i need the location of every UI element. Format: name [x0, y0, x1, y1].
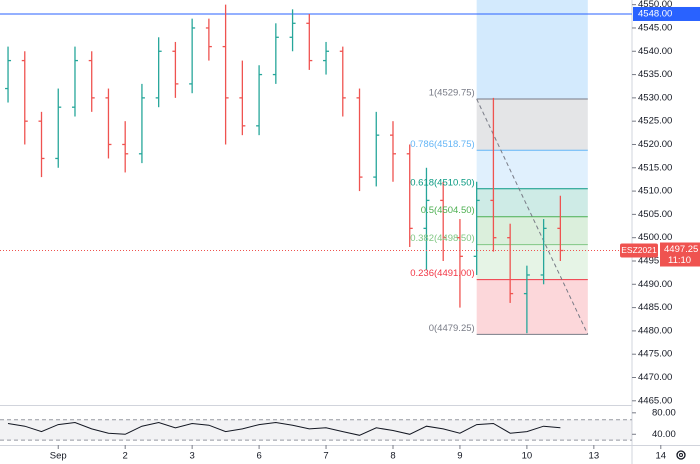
symbol-label-box	[620, 243, 658, 258]
fib-level-label: 0.382(4498.50)	[410, 233, 474, 244]
x-tick-label: 2	[123, 451, 128, 462]
settings-icon[interactable]	[676, 450, 686, 460]
oscillator-y-tick-label: 80.00	[652, 407, 676, 418]
x-tick-label: 6	[256, 451, 261, 462]
oscillator-y-tick-label: 40.00	[652, 429, 676, 440]
y-tick-label: 4515.00	[638, 162, 672, 173]
y-tick-label: 4510.00	[638, 186, 672, 197]
y-tick-label: 4545.00	[638, 22, 672, 33]
fib-level-label: 0.786(4518.75)	[410, 139, 474, 150]
oscillator-line	[7, 421, 561, 436]
y-tick-label: 4530.00	[638, 92, 672, 103]
symbol-label: ESZ2021	[621, 245, 657, 255]
last-time-label: 11:10	[668, 255, 691, 266]
y-tick-label: 4540.00	[638, 46, 672, 57]
settings-icon-ring	[676, 450, 686, 460]
y-tick-label: 4490.00	[638, 279, 672, 290]
x-tick-label: 8	[390, 451, 395, 462]
x-tick-label: 14	[655, 451, 666, 462]
hline-label-box	[633, 6, 700, 21]
last-price-box	[660, 242, 700, 267]
y-tick-label: 4465.00	[638, 395, 672, 406]
y-tick-label: 4485.00	[638, 302, 672, 313]
fib-band	[476, 188, 588, 217]
x-tick-label: 9	[457, 451, 462, 462]
fib-level-label: 0.618(4510.50)	[410, 177, 474, 188]
y-tick-label: 4525.00	[638, 116, 672, 127]
fib-level-label: 0(4479.25)	[429, 323, 475, 334]
y-tick-label: 4470.00	[638, 372, 672, 383]
settings-icon-core	[679, 453, 683, 457]
hline-label: 4548.00	[638, 8, 672, 19]
y-tick-label: 4505.00	[638, 209, 672, 220]
fib-band	[476, 99, 588, 151]
y-tick-label: 4550.00	[638, 0, 672, 10]
plot-layer	[0, 0, 632, 335]
fib-level-label: 0.5(4504.50)	[421, 205, 475, 216]
y-tick-label: 4480.00	[638, 325, 672, 336]
fib-band	[476, 216, 588, 245]
fib-range-shade	[476, 0, 588, 100]
x-tick-label: 13	[589, 451, 600, 462]
fib-trend-line	[476, 98, 589, 335]
y-tick-label: 4520.00	[638, 139, 672, 150]
x-tick-label: 7	[323, 451, 328, 462]
x-tick-label: 10	[522, 451, 533, 462]
oscillator-band	[0, 419, 632, 441]
y-tick-label: 4495.00	[638, 256, 672, 267]
fib-band	[476, 279, 588, 335]
y-tick-label: 4500.00	[638, 232, 672, 243]
fib-level-label: 0.236(4491.00)	[410, 268, 474, 279]
fib-band	[476, 150, 588, 189]
y-tick-label: 4475.00	[638, 349, 672, 360]
x-tick-label: Sep	[50, 451, 67, 462]
last-price-label: 4497.25	[664, 244, 698, 255]
fib-level-label: 1(4529.75)	[429, 88, 475, 99]
y-tick-label: 4535.00	[638, 69, 672, 80]
x-tick-label: 3	[189, 451, 194, 462]
